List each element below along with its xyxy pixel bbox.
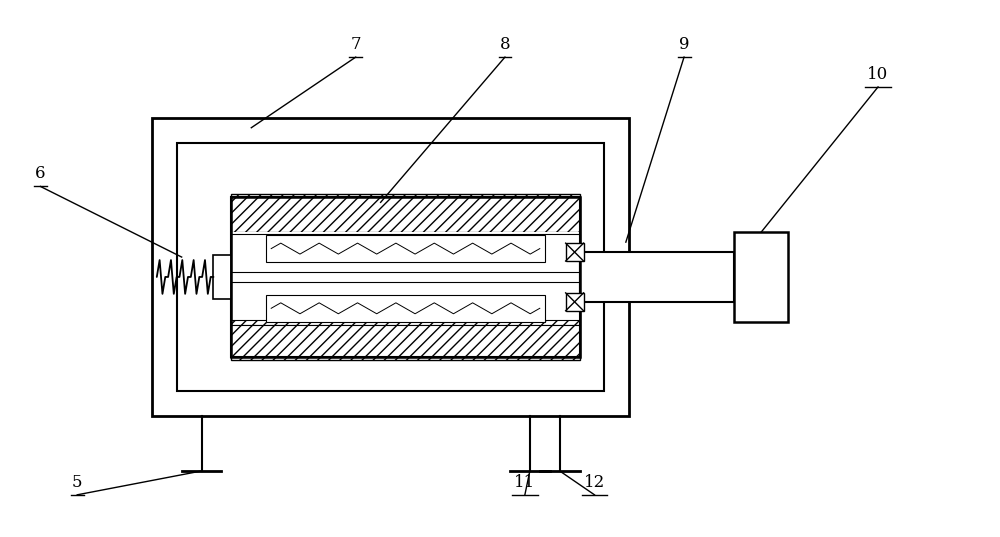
Bar — [231, 198, 580, 232]
Bar — [231, 232, 580, 255]
Bar — [231, 232, 580, 265]
Bar — [231, 282, 580, 320]
Bar — [231, 194, 580, 232]
Bar — [266, 235, 545, 262]
Bar — [734, 232, 788, 322]
Bar — [231, 232, 580, 255]
Bar — [231, 234, 580, 272]
Bar — [231, 292, 580, 325]
Bar — [231, 299, 580, 322]
Text: 11: 11 — [514, 474, 535, 491]
Text: 9: 9 — [679, 36, 689, 53]
Bar — [231, 198, 580, 357]
Bar — [231, 198, 580, 357]
Text: 10: 10 — [867, 66, 889, 83]
Bar — [231, 265, 580, 292]
Bar — [580, 252, 734, 302]
Bar — [231, 234, 580, 272]
Text: 12: 12 — [584, 474, 605, 491]
Bar — [566, 293, 584, 311]
Bar — [213, 255, 231, 299]
Bar — [566, 243, 584, 261]
Text: 5: 5 — [72, 474, 82, 491]
Bar — [152, 118, 629, 416]
Bar — [177, 143, 604, 391]
Text: 6: 6 — [35, 165, 46, 183]
Bar — [266, 295, 545, 322]
Bar — [231, 325, 580, 357]
Bar — [231, 322, 580, 360]
Text: 8: 8 — [500, 36, 510, 53]
Bar — [231, 282, 580, 320]
Text: 7: 7 — [350, 36, 361, 53]
